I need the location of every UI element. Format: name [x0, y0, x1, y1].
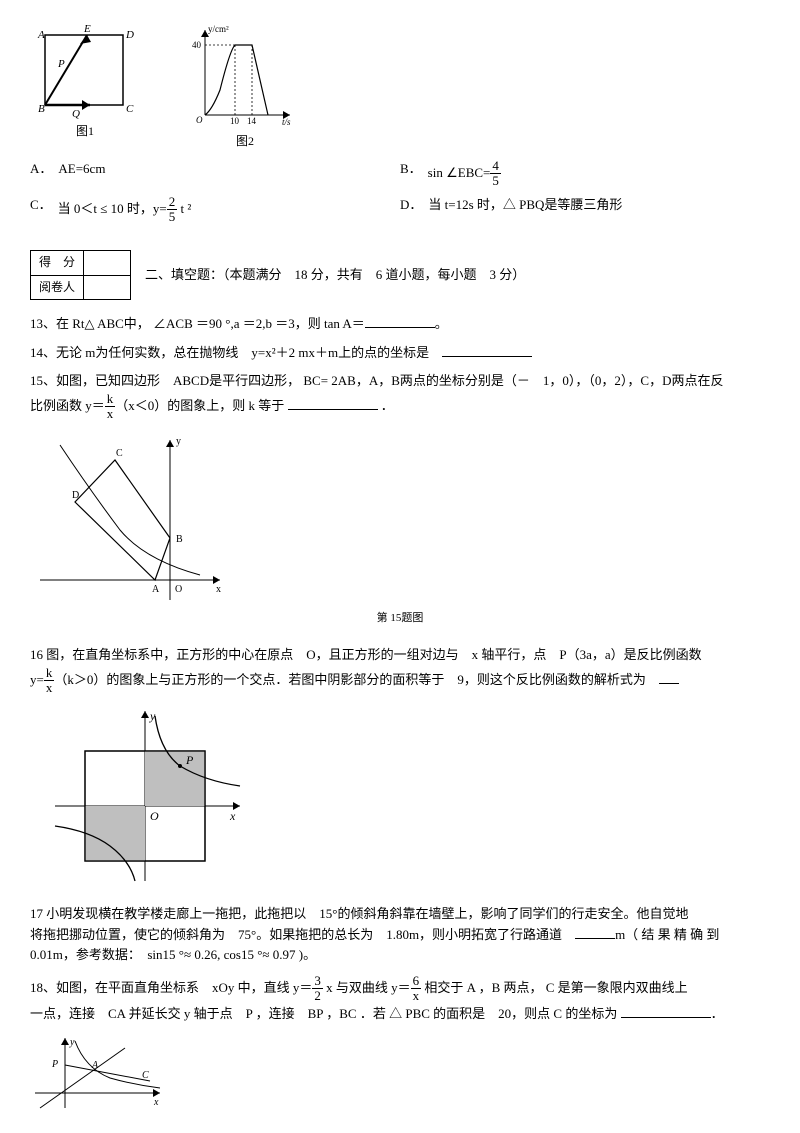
- svg-text:A: A: [152, 584, 160, 595]
- svg-text:y/cm²: y/cm²: [208, 24, 229, 34]
- fig2-label: 图2: [236, 132, 254, 151]
- q15-caption: 第 15题图: [30, 610, 770, 628]
- svg-text:B: B: [176, 534, 183, 545]
- choice-d-text: 当 t=12s 时，△ PBQ是等腰三角形: [428, 195, 622, 216]
- blank: [442, 343, 532, 357]
- svg-text:Q: Q: [72, 108, 80, 120]
- svg-text:O: O: [175, 584, 182, 595]
- fig1-label: 图1: [76, 122, 94, 141]
- question-14: 14、无论 m为任何实数，总在抛物线 y=x²＋2 mx＋m上的点的坐标是: [30, 343, 770, 364]
- figure-2: y/cm² t/s 40 10 14 O 图2: [190, 20, 300, 151]
- svg-text:P: P: [51, 1059, 58, 1070]
- svg-text:P: P: [185, 753, 194, 767]
- choice-d: D． 当 t=12s 时，△ PBQ是等腰三角形: [400, 195, 770, 225]
- answer-choices: A． AE=6cm B． sin ∠EBC=45 C． 当 0＜t ≤ 10 时…: [30, 159, 770, 230]
- score-row-1: 得 分: [31, 251, 84, 275]
- svg-text:D: D: [72, 490, 79, 501]
- choice-a: A． AE=6cm: [30, 159, 400, 189]
- q15-svg: A B C D O x y: [30, 430, 230, 610]
- q16-svg: P O x y: [50, 706, 250, 886]
- question-18: 18、如图，在平面直角坐标系 xOy 中，直线 y＝32 x 与双曲线 y＝6x…: [30, 974, 770, 1024]
- fig2-svg: y/cm² t/s 40 10 14 O: [190, 20, 300, 130]
- choice-b: B． sin ∠EBC=45: [400, 159, 770, 189]
- score-row-2: 阅卷人: [31, 275, 84, 299]
- blank: [659, 670, 679, 684]
- choice-c: C． 当 0＜t ≤ 10 时，y=25 t ²: [30, 195, 400, 225]
- blank: [621, 1004, 711, 1018]
- svg-text:x: x: [153, 1097, 159, 1108]
- svg-text:C: C: [126, 103, 134, 115]
- question-17: 17 小明发现横在教学楼走廊上一拖把，此拖把以 15°的倾斜角斜靠在墙壁上，影响…: [30, 904, 770, 966]
- svg-text:O: O: [150, 809, 159, 823]
- blank: [288, 396, 378, 410]
- question-15: 15、如图，已知四边形 ABCD是平行四边形， BC= 2AB，A，B两点的坐标…: [30, 371, 770, 421]
- svg-text:C: C: [116, 448, 123, 459]
- svg-text:O: O: [196, 115, 203, 125]
- blank: [365, 314, 435, 328]
- choice-a-label: A．: [30, 159, 52, 180]
- svg-text:x: x: [229, 809, 236, 823]
- svg-text:y: y: [69, 1037, 75, 1048]
- q15-figure: A B C D O x y 第 15题图: [30, 430, 770, 628]
- svg-text:A: A: [37, 29, 45, 41]
- svg-text:x: x: [216, 584, 221, 595]
- choice-b-text: sin ∠EBC=45: [428, 159, 501, 189]
- figures-row: A D B C E P Q 图1 y/cm² t/s 40 10 14 O 图2: [30, 20, 770, 151]
- q18-figure: P A C y x: [30, 1033, 710, 1113]
- svg-text:D: D: [125, 29, 134, 41]
- choice-c-label: C．: [30, 195, 52, 216]
- svg-text:P: P: [57, 58, 65, 70]
- score-table: 得 分 阅卷人: [30, 250, 131, 299]
- q18-svg: P A C y x: [30, 1033, 170, 1113]
- fig1-svg: A D B C E P Q: [30, 20, 140, 120]
- svg-text:y: y: [149, 709, 156, 723]
- choice-d-label: D．: [400, 195, 422, 216]
- choice-c-text: 当 0＜t ≤ 10 时，y=25 t ²: [58, 195, 192, 225]
- blank: [575, 925, 615, 939]
- question-13: 13、在 Rt△ ABC中， ∠ACB ＝90 °,a ＝2,b ＝3，则 ta…: [30, 314, 770, 335]
- svg-text:A: A: [91, 1060, 99, 1071]
- choice-a-text: AE=6cm: [58, 159, 105, 180]
- svg-text:10: 10: [230, 116, 240, 126]
- q16-figure: P O x y: [50, 706, 770, 886]
- choice-b-label: B．: [400, 159, 422, 180]
- figure-1: A D B C E P Q 图1: [30, 20, 140, 151]
- svg-text:14: 14: [247, 116, 257, 126]
- svg-text:E: E: [83, 23, 91, 35]
- svg-text:40: 40: [192, 40, 202, 50]
- section-2-header: 得 分 阅卷人 二、填空题：（本题满分 18 分，共有 6 道小题，每小题 3 …: [30, 250, 770, 299]
- svg-text:B: B: [38, 103, 45, 115]
- svg-text:y: y: [176, 436, 181, 447]
- section-2-title: 二、填空题：（本题满分 18 分，共有 6 道小题，每小题 3 分）: [145, 265, 525, 286]
- svg-text:t/s: t/s: [282, 117, 291, 127]
- svg-text:C: C: [142, 1070, 149, 1081]
- question-16: 16 图，在直角坐标系中，正方形的中心在原点 O，且正方形的一组对边与 x 轴平…: [30, 645, 770, 695]
